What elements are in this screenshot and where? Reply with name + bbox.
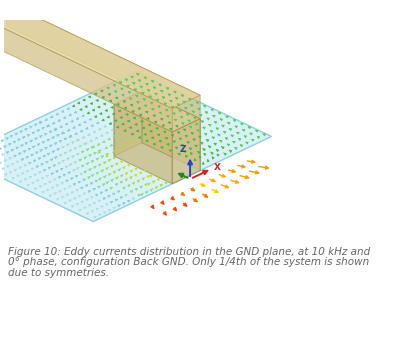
- Polygon shape: [114, 91, 200, 132]
- Polygon shape: [0, 72, 271, 222]
- Polygon shape: [0, 16, 172, 132]
- Polygon shape: [142, 91, 200, 171]
- Text: X: X: [214, 163, 220, 172]
- Text: Figure 10: Eddy currents distribution in the GND plane, at 10 kHz and: Figure 10: Eddy currents distribution in…: [8, 247, 371, 257]
- Text: due to symmetries.: due to symmetries.: [8, 268, 109, 278]
- Polygon shape: [172, 119, 200, 184]
- Polygon shape: [114, 104, 172, 184]
- Polygon shape: [6, 3, 200, 119]
- Polygon shape: [114, 91, 142, 156]
- Text: 0° phase, configuration Back GND. Only 1/4th of the system is shown: 0° phase, configuration Back GND. Only 1…: [8, 257, 369, 267]
- Text: Z: Z: [179, 145, 186, 154]
- Polygon shape: [0, 3, 200, 108]
